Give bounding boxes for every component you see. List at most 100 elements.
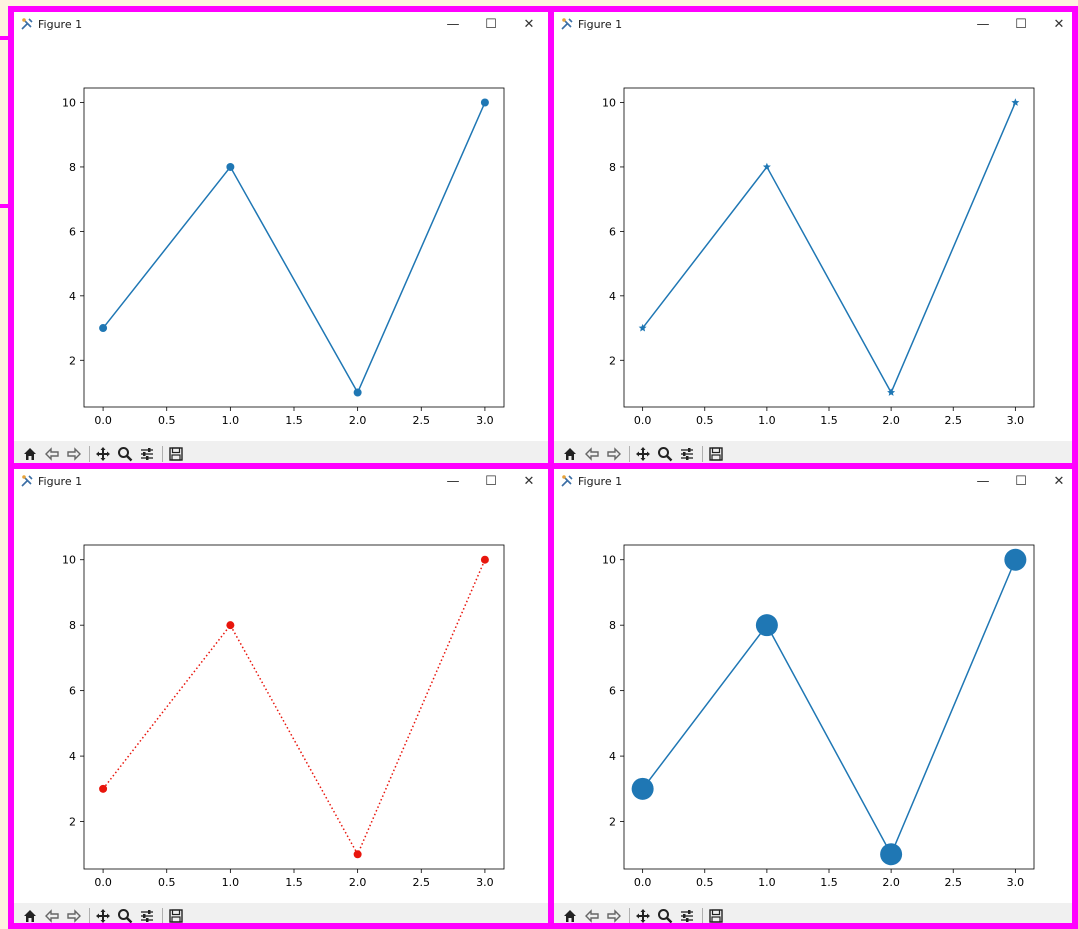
y-tick-label: 6 bbox=[609, 225, 616, 238]
save-icon[interactable] bbox=[166, 444, 186, 464]
minimize-button[interactable]: — bbox=[976, 473, 990, 489]
zoom-icon[interactable] bbox=[655, 906, 675, 926]
y-tick-label: 2 bbox=[609, 816, 616, 829]
figure-window: Figure 1 — ☐ ✕ 0.0 0.5 1.0 1.5 2.0 2.5 3.0 2 4 6 8 10 bbox=[554, 12, 1078, 467]
close-button[interactable]: ✕ bbox=[523, 473, 535, 489]
data-point-marker bbox=[480, 555, 489, 564]
home-icon[interactable] bbox=[20, 906, 40, 926]
maximize-button[interactable]: ☐ bbox=[485, 473, 497, 489]
y-tick-label: 6 bbox=[69, 685, 76, 698]
x-tick-label: 3.0 bbox=[476, 876, 494, 889]
y-tick-label: 10 bbox=[62, 554, 76, 567]
maximize-button[interactable]: ☐ bbox=[1015, 16, 1027, 32]
configure-icon[interactable] bbox=[677, 906, 697, 926]
toolbar-separator bbox=[629, 908, 630, 924]
data-point-marker bbox=[887, 388, 896, 396]
x-tick-label: 1.5 bbox=[820, 414, 838, 427]
data-point-marker bbox=[99, 324, 108, 333]
home-icon[interactable] bbox=[20, 444, 40, 464]
navigation-toolbar bbox=[14, 441, 548, 467]
forward-icon[interactable] bbox=[64, 444, 84, 464]
back-icon[interactable] bbox=[582, 444, 602, 464]
x-tick-label: 3.0 bbox=[1007, 876, 1025, 889]
x-tick-label: 1.0 bbox=[222, 876, 240, 889]
configure-icon[interactable] bbox=[677, 444, 697, 464]
back-icon[interactable] bbox=[42, 444, 62, 464]
y-tick-label: 8 bbox=[69, 619, 76, 632]
series-line bbox=[642, 559, 1017, 856]
toolbar-separator bbox=[162, 446, 163, 462]
toolbar-separator bbox=[89, 446, 90, 462]
line-chart: 0.0 0.5 1.0 1.5 2.0 2.5 3.0 2 4 6 8 10 bbox=[602, 87, 1035, 427]
y-tick-label: 8 bbox=[609, 161, 616, 174]
forward-icon[interactable] bbox=[64, 906, 84, 926]
save-icon[interactable] bbox=[706, 906, 726, 926]
x-tick-label: 2.5 bbox=[944, 414, 962, 427]
window-titlebar[interactable]: Figure 1 — ☐ ✕ bbox=[14, 469, 548, 493]
x-tick-label: 2.0 bbox=[882, 876, 900, 889]
pan-icon[interactable] bbox=[93, 906, 113, 926]
x-tick-label: 0.0 bbox=[634, 414, 652, 427]
home-icon[interactable] bbox=[560, 906, 580, 926]
x-tick-label: 0.5 bbox=[158, 876, 176, 889]
zoom-icon[interactable] bbox=[115, 444, 135, 464]
window-title: Figure 1 bbox=[578, 17, 623, 31]
close-button[interactable]: ✕ bbox=[1053, 16, 1065, 32]
forward-icon[interactable] bbox=[604, 906, 624, 926]
window-titlebar[interactable]: Figure 1 — ☐ ✕ bbox=[14, 12, 548, 36]
y-tick-label: 4 bbox=[609, 750, 616, 763]
pan-icon[interactable] bbox=[633, 906, 653, 926]
x-tick-label: 2.0 bbox=[882, 414, 900, 427]
y-tick-label: 8 bbox=[69, 161, 76, 174]
minimize-button[interactable]: — bbox=[976, 16, 990, 32]
toolbar-separator bbox=[629, 446, 630, 462]
back-icon[interactable] bbox=[582, 906, 602, 926]
data-point-marker bbox=[226, 621, 235, 630]
series-line bbox=[102, 559, 486, 856]
save-icon[interactable] bbox=[166, 906, 186, 926]
minimize-button[interactable]: — bbox=[446, 16, 460, 32]
plot-frame bbox=[623, 87, 1035, 408]
y-tick-label: 8 bbox=[609, 619, 616, 632]
x-tick-label: 1.0 bbox=[758, 414, 776, 427]
series-line bbox=[102, 102, 486, 395]
x-tick-label: 1.0 bbox=[758, 876, 776, 889]
data-point-marker bbox=[638, 323, 647, 332]
x-tick-label: 0.0 bbox=[634, 876, 652, 889]
configure-icon[interactable] bbox=[137, 444, 157, 464]
data-point-marker bbox=[880, 843, 903, 866]
maximize-button[interactable]: ☐ bbox=[1015, 473, 1027, 489]
navigation-toolbar bbox=[554, 441, 1078, 467]
pan-icon[interactable] bbox=[633, 444, 653, 464]
line-chart: 0.0 0.5 1.0 1.5 2.0 2.5 3.0 2 4 6 8 10 bbox=[602, 544, 1035, 889]
close-button[interactable]: ✕ bbox=[523, 16, 535, 32]
y-tick-label: 2 bbox=[69, 354, 76, 367]
x-tick-label: 0.5 bbox=[696, 876, 714, 889]
data-point-marker bbox=[1004, 548, 1027, 571]
back-icon[interactable] bbox=[42, 906, 62, 926]
zoom-icon[interactable] bbox=[115, 906, 135, 926]
line-chart: 0.0 0.5 1.0 1.5 2.0 2.5 3.0 2 4 6 8 10 bbox=[62, 544, 505, 889]
figure-window: Figure 1 — ☐ ✕ 0.0 0.5 1.0 1.5 2.0 2.5 3.0 2 4 6 8 10 bbox=[554, 469, 1078, 929]
x-tick-label: 2.5 bbox=[944, 876, 962, 889]
data-point-marker bbox=[762, 162, 771, 171]
left-accent-line-bottom bbox=[0, 204, 14, 208]
close-button[interactable]: ✕ bbox=[1053, 473, 1065, 489]
window-titlebar[interactable]: Figure 1 — ☐ ✕ bbox=[554, 469, 1078, 493]
x-tick-label: 2.5 bbox=[413, 876, 431, 889]
zoom-icon[interactable] bbox=[655, 444, 675, 464]
x-tick-label: 2.0 bbox=[349, 414, 367, 427]
figure-app-icon bbox=[560, 17, 574, 31]
configure-icon[interactable] bbox=[137, 906, 157, 926]
window-titlebar[interactable]: Figure 1 — ☐ ✕ bbox=[554, 12, 1078, 36]
toolbar-separator bbox=[89, 908, 90, 924]
forward-icon[interactable] bbox=[604, 444, 624, 464]
home-icon[interactable] bbox=[560, 444, 580, 464]
navigation-toolbar bbox=[554, 903, 1078, 929]
maximize-button[interactable]: ☐ bbox=[485, 16, 497, 32]
pan-icon[interactable] bbox=[93, 444, 113, 464]
figure-app-icon bbox=[20, 474, 34, 488]
minimize-button[interactable]: — bbox=[446, 473, 460, 489]
toolbar-separator bbox=[702, 908, 703, 924]
save-icon[interactable] bbox=[706, 444, 726, 464]
